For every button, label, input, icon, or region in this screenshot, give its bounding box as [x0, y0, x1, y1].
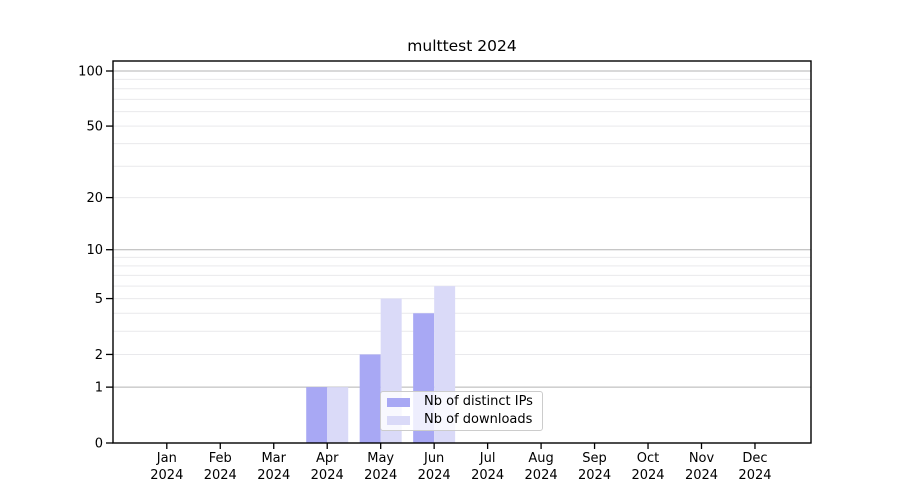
- x-tick-label-year: 2024: [204, 468, 237, 483]
- x-tick-label-month: Jan: [156, 451, 177, 466]
- y-tick-label: 100: [78, 65, 103, 80]
- x-tick-label-month: Aug: [528, 451, 553, 466]
- y-tick-label: 5: [95, 292, 103, 307]
- legend: Nb of distinct IPs Nb of downloads: [380, 391, 543, 431]
- x-tick-label-month: Oct: [637, 451, 659, 466]
- legend-row-downloads: Nb of downloads: [387, 412, 542, 428]
- bar-apr-distinct-ips: [306, 387, 328, 443]
- x-tick-label-month: Nov: [689, 451, 715, 466]
- x-tick-label-month: Sep: [582, 451, 607, 466]
- legend-label-distinct-ips: Nb of distinct IPs: [424, 394, 533, 409]
- chart-title: multtest 2024: [407, 37, 516, 55]
- x-tick-label-month: Jun: [423, 451, 444, 466]
- y-tick-label: 1: [95, 381, 103, 396]
- x-tick-label-year: 2024: [685, 468, 718, 483]
- x-tick-label-month: Apr: [316, 451, 339, 466]
- x-tick-label-year: 2024: [257, 468, 290, 483]
- bar-may-distinct-ips: [359, 354, 381, 443]
- y-tick-label: 0: [95, 437, 103, 452]
- x-tick-label-year: 2024: [364, 468, 397, 483]
- legend-swatch-downloads-icon: [387, 415, 410, 425]
- legend-swatch-distinct-ips-icon: [387, 397, 410, 407]
- y-tick-label: 20: [86, 191, 103, 206]
- y-tick-label: 2: [95, 348, 103, 363]
- x-tick-label-month: Jul: [479, 451, 496, 466]
- x-tick-label-year: 2024: [150, 468, 183, 483]
- y-tick-label: 50: [86, 120, 103, 135]
- x-tick-label-year: 2024: [631, 468, 664, 483]
- x-tick-label-year: 2024: [311, 468, 344, 483]
- x-tick-label-year: 2024: [525, 468, 558, 483]
- y-tick-label: 10: [86, 243, 103, 258]
- x-tick-label-year: 2024: [578, 468, 611, 483]
- plot-frame: [112, 60, 812, 444]
- legend-row-distinct-ips: Nb of distinct IPs: [387, 394, 542, 410]
- x-tick-label-year: 2024: [738, 468, 771, 483]
- bar-apr-downloads: [327, 387, 349, 443]
- axis-labels: 1005020105210Jan2024Feb2024Mar2024Apr202…: [78, 65, 771, 484]
- x-tick-label-month: May: [367, 451, 394, 466]
- gridlines: [113, 70, 811, 388]
- legend-label-downloads: Nb of downloads: [424, 412, 533, 427]
- x-tick-label-year: 2024: [471, 468, 504, 483]
- x-tick-label-month: Dec: [742, 451, 767, 466]
- x-tick-label-month: Mar: [261, 451, 286, 466]
- x-tick-label-year: 2024: [418, 468, 451, 483]
- x-tick-label-month: Feb: [209, 451, 232, 466]
- axes: [106, 60, 812, 449]
